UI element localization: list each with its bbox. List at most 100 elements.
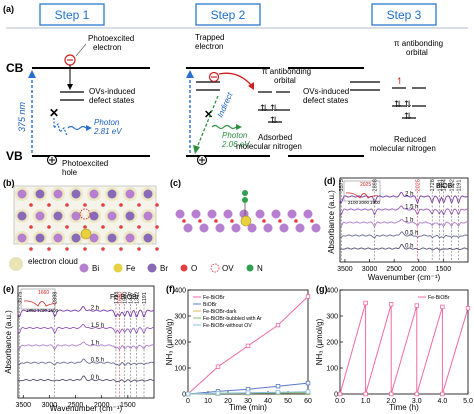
data-point [363,300,368,306]
step3-title: Step 3 [387,8,422,22]
y-tick-label: 0 [334,392,338,399]
spectrum-line [339,191,469,204]
inset-tick-label: 2100 [348,200,359,205]
step1-photon-label: Photon [94,118,120,127]
peak-label: 1560 [123,292,129,304]
slab-atoms [15,187,159,251]
bi-atom-icon [271,209,281,219]
data-point [440,391,445,397]
data-point [337,391,343,397]
oxygen-vacancy-icon [79,208,91,220]
atom-legend: electron cloud Bi Fe Br O OV N [9,257,263,273]
atom-icon [35,233,45,243]
y-tick-label: 300 [326,314,338,321]
data-point [305,389,311,394]
peak-label: 1191 [457,180,463,192]
o-atom-icon [294,219,298,223]
panel-e-label: (e) [3,284,14,294]
wavelength-label: 375 nm [17,101,27,132]
step2-trapped-label-2: electron [195,42,223,51]
data-point [388,391,394,397]
legend-label: Fe-BiOBr-bubbled with Ar [203,316,262,322]
o-atom-icon [65,203,69,207]
panel-f-label: (f) [166,284,175,294]
bi-atom-icon [175,209,185,219]
data-point [305,380,311,386]
x-tick-label: 2500 [68,402,84,409]
atom-icon [53,189,63,199]
data-point [245,390,251,395]
photon-squiggle-icon [67,125,87,131]
atom-icon [89,189,99,199]
atom-icon [35,189,45,199]
spin-up-icon: ↿ [396,76,404,86]
o-atom-icon [119,225,123,229]
atom-icon [89,211,99,221]
series-label: 0 h [91,375,99,381]
spin-arrows-icon: ⇅ [270,115,278,125]
x-tick-label: 2500 [386,266,402,273]
o-atom-icon [83,247,87,251]
legend-fe: Fe [126,264,136,273]
step3-orbital-label: π antibonding [394,39,443,48]
y-tick-label: 400 [174,288,186,295]
panel-e-ylabel: Absorbance (a.u.) [4,310,13,374]
o-atom-icon [214,219,218,223]
series-label: 0 h [405,244,413,250]
panel-c: (c) [170,178,321,233]
data-point [414,391,419,397]
data-point [465,305,471,311]
peak-label: 2025 [416,179,422,191]
atom-icon [89,233,99,243]
o-atom-icon [155,203,159,207]
peak-label: 1332 [135,292,141,304]
atom-icon [71,233,81,243]
inset-tick-label: 1700 [37,308,48,313]
x-tick-label: 1.0 [361,398,371,405]
step2-adsorbed-label: Adsorbed [258,133,292,142]
o-atom-icon [180,264,188,272]
fe-atom-icon [80,228,92,240]
y-tick-label: 200 [174,340,186,347]
panel-b: (b) [3,178,159,251]
y-tick-label: 100 [326,366,338,373]
o-atom-icon [65,225,69,229]
bi-atom-icon [303,209,313,219]
step1-hole-label-2: hole [62,168,78,177]
atom-icon [107,189,117,199]
step2-title: Step 2 [211,8,246,22]
x-tick-label: 2000 [94,402,110,409]
panel-d-ylabel: Absorbance (a.u.) [327,190,336,254]
fe-atom-icon [240,215,252,227]
atom-icon [107,211,117,221]
x-tick-label: 40 [264,398,272,405]
side-atoms [175,209,321,233]
panel-g-label: (g) [316,284,328,294]
panel-d-xlabel: Wavenumber (cm⁻¹) [368,273,441,282]
bi-atom-icon [247,223,257,233]
spectrum-line [17,323,155,335]
spectrum-line [339,218,469,228]
atom-icon [125,211,135,221]
spectrum-line [17,341,155,351]
panel-d-chart: (d) BiOBr Wavenumber (cm⁻¹) Absorbance (… [324,176,469,282]
step2-orbital-label: π antibonding [262,67,311,76]
peak-label: 1728 [430,179,436,191]
atom-icon [125,233,135,243]
data-point [305,294,311,299]
panel-d-label: (d) [324,176,336,186]
atom-icon [143,233,153,243]
atom-icon [107,233,117,243]
cb-label: CB [6,61,24,75]
panel-g-ylabel: NH₃ (μmol/g) [315,318,324,365]
legend-bi: Bi [92,264,99,273]
legend-label: Fe-BiOBr-dark [203,309,237,315]
panel-e-title: Fe-BiOBr [110,294,140,301]
step3-reduced-label: Reduced [394,135,426,144]
step2-photon-energy: 2.06 eV [221,140,250,149]
series-label: 1 h [91,340,99,346]
panel-a: (a) Step 1 Step 2 Step 3 CB VB 375 nm Ph… [3,3,468,177]
panel-c-label: (c) [170,178,181,188]
y-tick-label: 200 [326,340,338,347]
step1-photon-energy: 2.81 eV [93,127,122,136]
